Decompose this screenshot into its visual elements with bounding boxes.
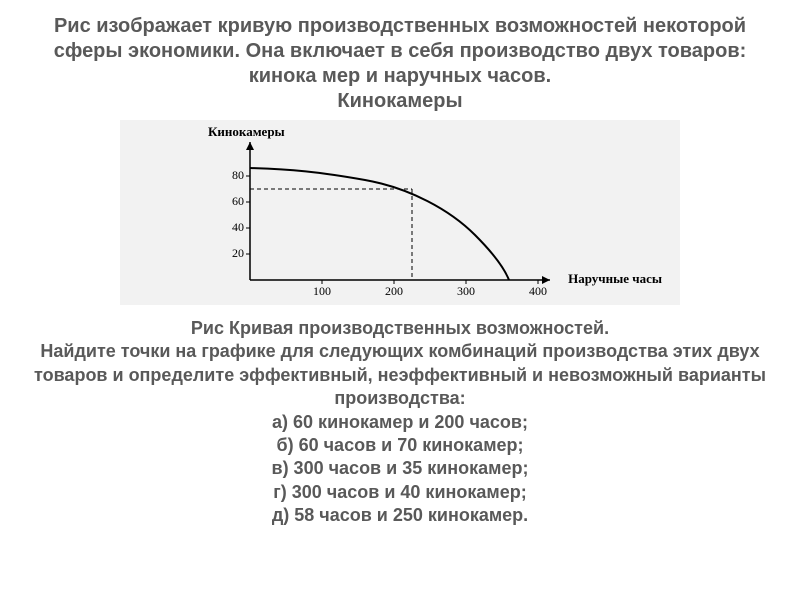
caption-bold: Рис [191, 318, 224, 338]
option-b: б) 60 часов и 70 кинокамер; [272, 434, 529, 457]
options-list: а) 60 кинокамер и 200 часов; б) 60 часов… [272, 411, 529, 528]
caption-block: Рис Кривая производственных возможностей… [0, 317, 800, 411]
chart-svg [120, 120, 680, 305]
xtick-300: 300 [451, 284, 481, 299]
option-c: в) 300 часов и 35 кинокамер; [272, 457, 529, 480]
option-d: г) 300 часов и 40 кинокамер; [272, 481, 529, 504]
xtick-200: 200 [379, 284, 409, 299]
ytick-40: 40 [220, 220, 244, 235]
instruction-text: Найдите точки на графике для следующих к… [34, 341, 766, 408]
title-line2: Кинокамеры [337, 90, 462, 112]
ppf-chart: Кинокамеры Наручные часы 20 40 60 80 100… [120, 120, 680, 305]
page-title: Рис изображает кривую производственных в… [40, 14, 760, 114]
ytick-60: 60 [220, 194, 244, 209]
option-e: д) 58 часов и 250 кинокамер. [272, 504, 529, 527]
option-a: а) 60 кинокамер и 200 часов; [272, 411, 529, 434]
ytick-20: 20 [220, 246, 244, 261]
xtick-100: 100 [307, 284, 337, 299]
title-text: Рис изображает кривую производственных в… [54, 15, 747, 87]
xtick-400: 400 [523, 284, 553, 299]
caption-rest: Кривая производственных возможностей. [224, 318, 609, 338]
ytick-80: 80 [220, 168, 244, 183]
